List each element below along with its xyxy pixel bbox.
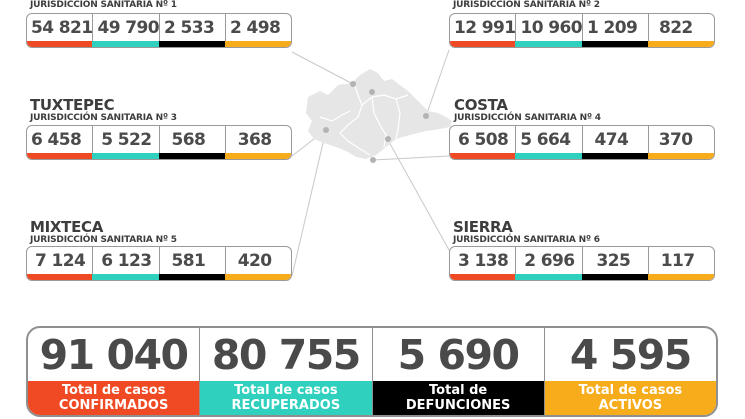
region-5-recuperados: 6 123 xyxy=(92,247,160,280)
region-6-recuperados: 2 696 xyxy=(515,247,583,280)
bar-defunciones xyxy=(581,274,649,280)
bar-recuperados xyxy=(92,41,160,47)
region-3-confirmados: 6 458 xyxy=(27,126,94,159)
total-confirmados-value: 91 040 xyxy=(39,330,189,379)
total-defunciones: 5 690 Total de DEFUNCIONES xyxy=(372,328,545,415)
total-activos: 4 595 Total de casos ACTIVOS xyxy=(544,328,716,415)
region-6-header: SIERRA JURISDICCIÓN SANITARIA Nº 6 xyxy=(453,218,600,246)
region-1-subtitle: JURISDICCIÓN SANITARIA Nº 1 xyxy=(30,0,177,10)
map-point-4 xyxy=(370,157,376,163)
region-6-stats: 3 138 2 696 325 117 xyxy=(449,246,715,281)
region-2-stats: 12 991 10 960 1 209 822 xyxy=(449,13,715,48)
region-3-recuperados: 5 522 xyxy=(92,126,160,159)
region-6-title: SIERRA xyxy=(453,218,513,236)
total-recuperados-label: Total de casos RECUPERADOS xyxy=(200,381,372,415)
region-5-title: MIXTECA xyxy=(30,218,104,236)
bar-defunciones xyxy=(581,41,649,47)
bar-activos xyxy=(647,41,714,47)
region-2-subtitle: JURISDICCIÓN SANITARIA Nº 2 xyxy=(453,0,600,10)
bar-activos xyxy=(224,153,291,159)
region-2-confirmados: 12 991 xyxy=(450,14,517,47)
region-4-recuperados: 5 664 xyxy=(515,126,583,159)
region-3-stats: 6 458 5 522 568 368 xyxy=(26,125,292,160)
region-2-recuperados: 10 960 xyxy=(515,14,583,47)
bar-confirmados xyxy=(27,274,94,280)
total-defunciones-label: Total de DEFUNCIONES xyxy=(372,381,544,415)
region-6-activos: 117 xyxy=(647,247,714,280)
region-6-defunciones: 325 xyxy=(581,247,649,280)
bar-recuperados xyxy=(515,274,583,280)
region-5-defunciones: 581 xyxy=(158,247,226,280)
bar-defunciones xyxy=(581,153,649,159)
region-4-subtitle: JURISDICCIÓN SANITARIA Nº 4 xyxy=(454,113,601,123)
region-5-header: MIXTECA JURISDICCIÓN SANITARIA Nº 5 xyxy=(30,218,177,246)
region-5-stats: 7 124 6 123 581 420 xyxy=(26,246,292,281)
total-activos-value: 4 595 xyxy=(569,330,692,379)
region-2-header: JURISDICCIÓN SANITARIA Nº 2 xyxy=(453,0,600,10)
bar-activos xyxy=(224,274,291,280)
region-4-confirmados: 6 508 xyxy=(450,126,517,159)
region-4-activos: 370 xyxy=(647,126,714,159)
region-4-title: COSTA xyxy=(454,96,508,114)
bar-confirmados xyxy=(27,153,94,159)
region-1-stats: 54 821 49 790 2 533 2 498 xyxy=(26,13,292,48)
bar-confirmados xyxy=(450,153,517,159)
bar-activos xyxy=(647,153,714,159)
bar-defunciones xyxy=(158,153,226,159)
region-5-subtitle: JURISDICCIÓN SANITARIA Nº 5 xyxy=(30,235,177,245)
region-1-activos: 2 498 xyxy=(224,14,291,47)
total-activos-label: Total de casos ACTIVOS xyxy=(544,381,716,415)
region-2-activos: 822 xyxy=(647,14,714,47)
map-point-3 xyxy=(369,89,375,95)
map-shape xyxy=(306,69,452,159)
bar-defunciones xyxy=(158,274,226,280)
total-defunciones-value: 5 690 xyxy=(397,330,520,379)
bar-recuperados xyxy=(515,153,583,159)
bar-recuperados xyxy=(515,41,583,47)
region-1-defunciones: 2 533 xyxy=(158,14,226,47)
map-point-1 xyxy=(350,81,356,87)
bar-confirmados xyxy=(450,41,517,47)
total-recuperados-value: 80 755 xyxy=(211,330,361,379)
region-5-activos: 420 xyxy=(224,247,291,280)
map-point-6 xyxy=(385,136,391,142)
region-4-header: COSTA JURISDICCIÓN SANITARIA Nº 4 xyxy=(454,96,601,124)
region-1-header: JURISDICCIÓN SANITARIA Nº 1 xyxy=(30,0,177,10)
total-confirmados: 91 040 Total de casos CONFIRMADOS xyxy=(28,328,201,415)
bar-activos xyxy=(647,274,714,280)
bar-recuperados xyxy=(92,274,160,280)
map-point-2 xyxy=(423,113,429,119)
region-3-header: TUXTEPEC JURISDICCIÓN SANITARIA Nº 3 xyxy=(30,96,177,124)
region-3-subtitle: JURISDICCIÓN SANITARIA Nº 3 xyxy=(30,113,177,123)
region-2-defunciones: 1 209 xyxy=(581,14,649,47)
region-6-subtitle: JURISDICCIÓN SANITARIA Nº 6 xyxy=(453,235,600,245)
region-6-confirmados: 3 138 xyxy=(450,247,517,280)
bar-activos xyxy=(224,41,291,47)
region-3-defunciones: 568 xyxy=(158,126,226,159)
bar-confirmados xyxy=(450,274,517,280)
region-1-confirmados: 54 821 xyxy=(27,14,94,47)
total-recuperados: 80 755 Total de casos RECUPERADOS xyxy=(200,328,373,415)
total-confirmados-label: Total de casos CONFIRMADOS xyxy=(28,381,200,415)
region-4-defunciones: 474 xyxy=(581,126,649,159)
bar-defunciones xyxy=(158,41,226,47)
oaxaca-map xyxy=(306,69,452,163)
totals-panel: 91 040 Total de casos CONFIRMADOS 80 755… xyxy=(26,326,718,417)
region-4-stats: 6 508 5 664 474 370 xyxy=(449,125,715,160)
region-3-title: TUXTEPEC xyxy=(30,96,115,114)
region-1-recuperados: 49 790 xyxy=(92,14,160,47)
bar-confirmados xyxy=(27,41,94,47)
region-5-confirmados: 7 124 xyxy=(27,247,94,280)
bar-recuperados xyxy=(92,153,160,159)
region-3-activos: 368 xyxy=(224,126,291,159)
map-point-5 xyxy=(323,127,329,133)
